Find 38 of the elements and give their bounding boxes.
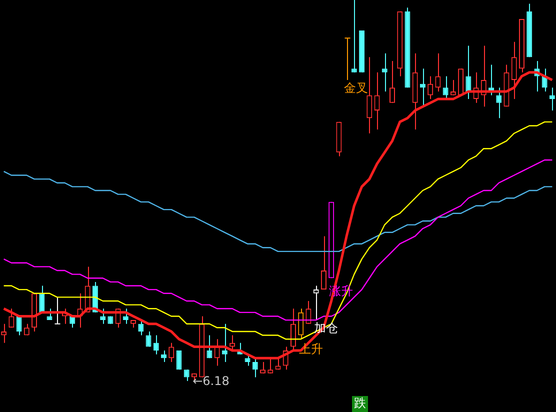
candlestick: [450, 80, 456, 96]
candlestick: [1, 323, 7, 344]
candlestick: [351, 0, 357, 73]
candlestick: [168, 342, 174, 362]
candlestick: [122, 308, 128, 324]
candlestick: [206, 334, 212, 359]
candlestick: [374, 72, 380, 130]
candlestick: [382, 52, 388, 92]
candlestick: [496, 87, 502, 119]
candlestick: [435, 52, 441, 92]
candlestick: [8, 308, 14, 328]
candlestick: [268, 358, 274, 374]
candlestick: [366, 56, 372, 134]
candlestick: [290, 308, 296, 352]
candlestick: [214, 338, 220, 366]
candlestick: [146, 330, 152, 348]
candlestick: [138, 320, 144, 336]
candlestick: [153, 334, 159, 355]
candlestick: [16, 316, 22, 336]
annotation: ←6.18: [192, 374, 230, 388]
candlestick: [100, 308, 106, 324]
text: 跌: [354, 396, 366, 410]
candlestick: [298, 308, 304, 340]
candlestick: [442, 76, 448, 100]
annotation: 金叉: [344, 81, 368, 96]
candlestick: [466, 45, 472, 100]
candlestick: [344, 38, 351, 81]
candlestick: [428, 76, 434, 100]
candlestick: [252, 358, 258, 378]
candlestick: [176, 350, 182, 370]
candlestick: [39, 285, 45, 313]
candlestick: [320, 236, 326, 290]
candlestick: [390, 60, 395, 104]
candlestick: [54, 296, 61, 324]
candlestick: [511, 41, 517, 100]
candlestick: [542, 68, 548, 92]
candlestick: [222, 323, 228, 362]
candlestick: [313, 285, 319, 321]
